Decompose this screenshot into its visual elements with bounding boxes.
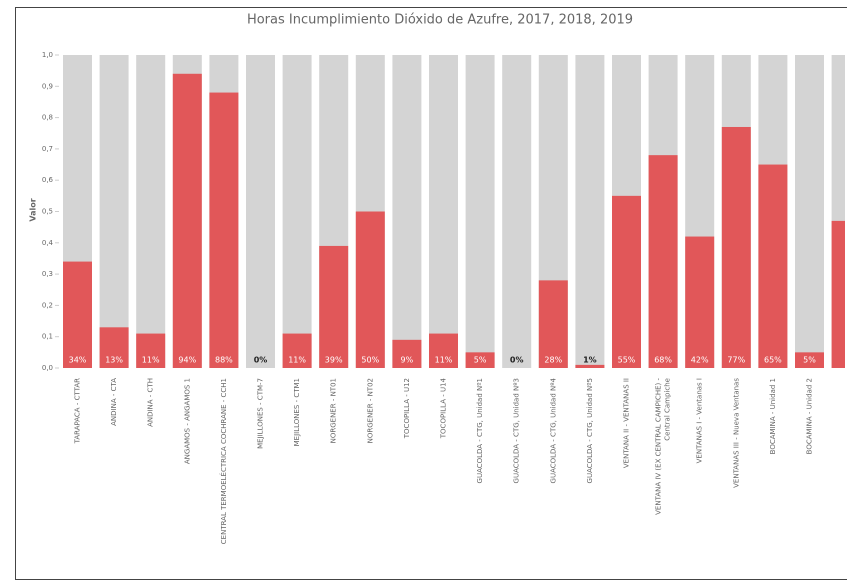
x-tick-label: NORGENER - NT01: [330, 378, 338, 443]
bar: [392, 339, 422, 368]
bar: [538, 280, 568, 368]
value-label: 1%: [583, 356, 597, 365]
value-label: 5%: [803, 356, 816, 365]
bar: [63, 261, 92, 368]
x-tick-label: VENTANAS I - Ventanas I: [696, 378, 704, 463]
bar: [282, 333, 312, 368]
x-tick-label: NORGENER - NT02: [366, 378, 374, 443]
value-label: 39%: [325, 356, 343, 365]
x-tick-label: MEJILLONES - CTM1: [293, 378, 301, 446]
x-tick-label: GUACOLDA - CTG, Unidad Nº5: [586, 378, 594, 483]
bar-background: [136, 55, 166, 368]
x-tick-label: CENTRAL TERMOELÉCTRICA COCHRANE - CCH1: [219, 378, 228, 544]
y-tick-label: 0,7: [42, 145, 53, 153]
chart-title: Horas Incumplimiento Dióxido de Azufre, …: [247, 13, 633, 28]
y-tick-label: 0,2: [42, 301, 53, 309]
value-label: 11%: [435, 356, 453, 365]
value-label: 88%: [215, 356, 233, 365]
x-tick-label: VENTANA IV (EX CENTRAL CAMPICHE) -Centra…: [655, 378, 672, 515]
x-tick-label: BOCAMINA - Unidad 1: [769, 378, 777, 454]
x-tick-label: TARAPACA - CTTAR: [74, 378, 82, 445]
bar: [758, 164, 788, 368]
bar: [648, 155, 678, 368]
value-label: 11%: [142, 356, 160, 365]
bar: [612, 195, 641, 368]
y-tick-label: 0,9: [42, 82, 53, 90]
value-label: 5%: [474, 356, 487, 365]
x-tick-label: GUACOLDA - CTG, Unidad Nº3: [513, 378, 521, 483]
value-label: 13%: [105, 356, 123, 365]
bar-background: [795, 55, 824, 368]
value-label: 94%: [178, 356, 196, 365]
x-tick-label: VENTANA II - VENTANAS II: [623, 378, 631, 468]
bar: [172, 73, 202, 368]
value-label: 55%: [618, 356, 636, 365]
value-label: 42%: [691, 356, 709, 365]
bar: [319, 245, 349, 368]
y-axis-label: Valor: [29, 198, 38, 221]
x-tick-label: ANDINA - CTH: [147, 378, 155, 427]
y-tick-label: 1,0: [42, 51, 53, 59]
y-tick-label: 0,4: [42, 239, 54, 247]
x-tick-label: BOCAMINA - Unidad 2: [806, 378, 814, 454]
x-tick-label: ANGAMOS - ANGAMOS 1: [183, 378, 191, 464]
bar: [721, 126, 751, 369]
bar: [831, 220, 845, 368]
y-tick-label: 0,1: [42, 333, 53, 341]
bar: [355, 211, 385, 368]
value-label: 0%: [510, 356, 524, 365]
value-label: 77%: [727, 356, 745, 365]
value-label: 11%: [288, 356, 306, 365]
value-label: 9%: [401, 356, 414, 365]
bar-background: [465, 55, 495, 368]
y-tick-label: 0,8: [42, 114, 53, 122]
y-tick-label: 0,6: [42, 176, 54, 184]
y-tick-label: 0,0: [42, 364, 53, 372]
bar-background: [575, 55, 605, 368]
x-tick-label: GUACOLDA - CTG, Unidad Nº4: [549, 377, 557, 483]
bar: [795, 352, 824, 368]
y-tick-label: 0,5: [42, 208, 53, 216]
x-tick-label: VENTANAS III - Nueva Ventanas: [732, 378, 740, 488]
y-tick-label: 0,3: [42, 270, 53, 278]
value-label: 28%: [544, 356, 562, 365]
value-label: 68%: [654, 356, 672, 365]
bar-background: [282, 55, 312, 368]
bar: [136, 333, 166, 368]
bar: [99, 327, 129, 368]
bar: [465, 352, 495, 368]
value-label: 50%: [361, 356, 379, 365]
value-label: 0%: [254, 356, 268, 365]
bar: [685, 236, 715, 368]
value-label: 65%: [764, 356, 782, 365]
x-tick-label: TOCOPILLA - U14: [440, 377, 448, 439]
bar-background: [429, 55, 458, 368]
x-tick-label: ANDINA - CTA: [110, 378, 118, 426]
bar-background: [246, 55, 275, 368]
bar-background: [99, 55, 129, 368]
bar-background: [392, 55, 422, 368]
value-label: 34%: [69, 356, 87, 365]
x-tick-label: MEJILLONES - CTM-7: [257, 378, 265, 449]
bar-background: [502, 55, 532, 368]
x-tick-label: TOCOPILLA - U12: [403, 378, 411, 439]
bar: [429, 333, 458, 368]
bar: [209, 92, 239, 368]
bar: [575, 364, 605, 368]
x-tick-label: GUACOLDA - CTG, Unidad Nº1: [476, 378, 484, 483]
